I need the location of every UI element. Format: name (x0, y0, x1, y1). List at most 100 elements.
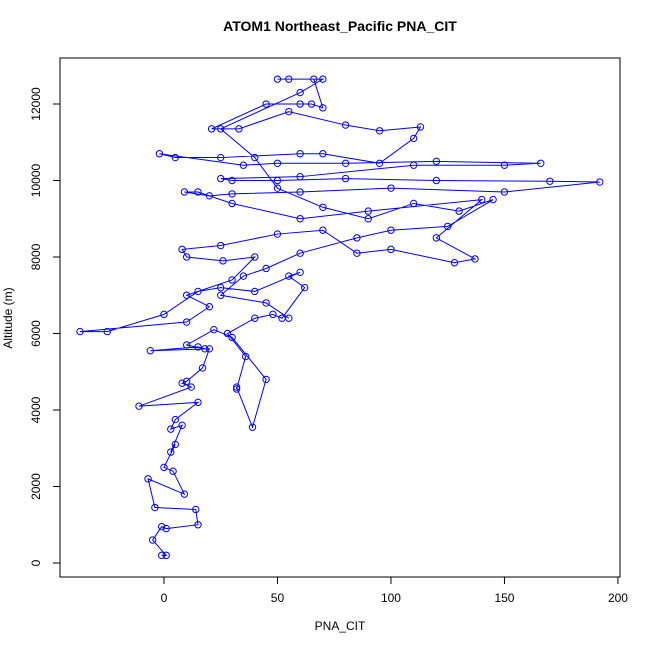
data-point (182, 253, 191, 261)
data-point (239, 161, 248, 169)
data-point (192, 505, 200, 514)
data-point (596, 178, 604, 186)
data-point (341, 121, 350, 129)
data-point (387, 226, 395, 234)
data-point (301, 283, 309, 292)
data-point (500, 188, 509, 196)
data-point (171, 153, 180, 162)
data-point (217, 153, 225, 162)
data-point (171, 415, 180, 424)
data-point (217, 291, 225, 299)
data-point (228, 333, 236, 342)
data-point (285, 314, 293, 322)
data-point (180, 490, 189, 498)
data-point (296, 215, 304, 223)
data-point (205, 303, 214, 311)
data-point (198, 364, 207, 372)
data-point (194, 287, 202, 296)
data-point (273, 75, 282, 83)
x-tick-label: 150 (494, 591, 514, 605)
data-point (194, 521, 202, 529)
y-tick-label: 10000 (29, 164, 43, 198)
data-point (273, 176, 282, 185)
y-tick-label: 6000 (29, 320, 43, 347)
data-point (155, 150, 164, 158)
x-tick-label: 200 (608, 591, 628, 605)
data-point (387, 184, 395, 192)
data-point (296, 150, 304, 158)
data-point (178, 245, 186, 254)
data-point (157, 522, 166, 531)
data-point (171, 440, 180, 449)
data-point (182, 341, 191, 349)
data-point (167, 425, 175, 433)
data-point (478, 195, 486, 204)
y-tick-label: 4000 (29, 396, 43, 423)
data-point (180, 188, 189, 196)
y-tick-label: 12000 (29, 87, 43, 121)
data-point (205, 192, 214, 200)
data-point (228, 190, 236, 198)
data-point (217, 241, 225, 250)
data-point (239, 272, 248, 280)
data-point (285, 75, 293, 83)
data-point (273, 159, 282, 167)
data-point (217, 125, 225, 133)
data-point (319, 150, 327, 158)
data-point (296, 172, 304, 181)
y-tick-label: 2000 (29, 473, 43, 500)
data-point (76, 327, 84, 336)
chart-title: ATOM1 Northeast_Pacific PNA_CIT (223, 18, 457, 34)
data-point (537, 159, 545, 167)
data-point (319, 75, 327, 83)
data-point (296, 100, 304, 108)
data-point (232, 385, 241, 393)
data-point (471, 255, 479, 263)
data-point (228, 176, 236, 185)
data-point (341, 174, 350, 183)
data-point (432, 157, 441, 166)
data-point (455, 207, 463, 215)
data-point (353, 249, 361, 257)
data-point (135, 402, 143, 410)
data-point (387, 245, 395, 254)
data-point (269, 310, 277, 319)
data-point (319, 104, 327, 112)
data-point (285, 107, 293, 116)
x-tick-label: 0 (161, 591, 168, 605)
data-point (273, 230, 282, 238)
data-point (162, 524, 170, 533)
data-point (217, 283, 225, 292)
data-point (148, 536, 157, 544)
data-point (187, 383, 195, 391)
data-point (235, 125, 243, 133)
data-point (210, 325, 218, 334)
data-line (79, 78, 600, 556)
data-point (262, 299, 270, 307)
data-point (450, 259, 459, 267)
data-point (144, 475, 152, 483)
data-point (262, 375, 270, 384)
data-point (146, 347, 155, 355)
data-point (296, 188, 304, 196)
data-point (341, 159, 350, 167)
y-axis-label: Altitude (m) (1, 287, 15, 348)
data-point (296, 268, 304, 277)
data-point (160, 310, 168, 319)
data-point (432, 176, 441, 185)
data-point (364, 215, 372, 223)
data-point (432, 234, 441, 242)
data-point (194, 188, 202, 196)
data-point (160, 463, 168, 472)
data-point (262, 100, 270, 108)
data-point (182, 291, 191, 299)
data-point (182, 318, 191, 326)
data-point (285, 272, 293, 280)
x-tick-label: 50 (271, 591, 285, 605)
y-tick-label: 0 (29, 559, 43, 566)
data-point (409, 161, 418, 169)
data-point (205, 345, 214, 353)
data-point (241, 352, 250, 361)
data-point (201, 345, 209, 353)
